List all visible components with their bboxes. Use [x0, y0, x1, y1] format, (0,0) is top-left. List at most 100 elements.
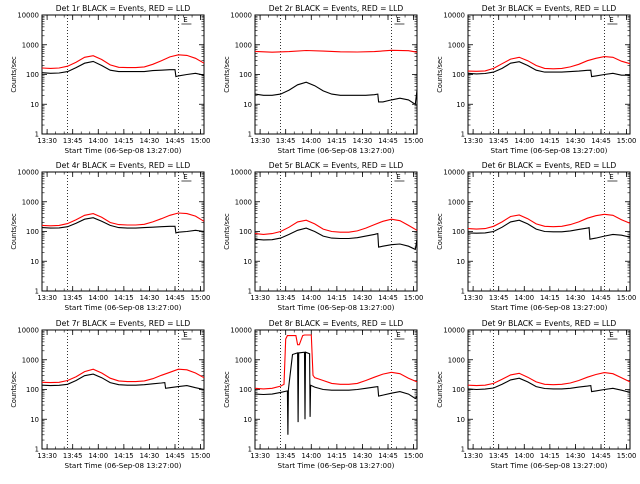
y-axis-label: Counts/sec — [10, 56, 18, 93]
events-series-line — [467, 61, 630, 78]
panel-title: Det 9r BLACK = Events, RED = LLD — [482, 319, 617, 328]
y-tick-label: 1000 — [22, 41, 39, 49]
x-tick-label: 15:00 — [617, 452, 637, 460]
e-marker-label: E — [609, 173, 613, 181]
e-marker-label: E — [396, 331, 400, 339]
panel-title: Det 6r BLACK = Events, RED = LLD — [482, 161, 617, 170]
x-tick-label: 14:15 — [540, 137, 560, 145]
x-tick-label: 15:00 — [617, 137, 637, 145]
x-tick-label: 13:45 — [489, 294, 509, 302]
x-tick-label: 14:45 — [165, 294, 185, 302]
y-tick-label: 1 — [35, 288, 39, 296]
x-tick-label: 15:00 — [191, 452, 211, 460]
lld-series-line — [254, 49, 418, 53]
detector-panel-9: Det 9r BLACK = Events, RED = LLD 1 10 100 10… — [436, 319, 636, 470]
x-tick-label: 13:30 — [250, 452, 270, 460]
x-tick-label: 15:00 — [617, 294, 637, 302]
x-axis-label: Start Time (06-Sep-08 13:27:00) — [491, 303, 608, 312]
x-tick-label: 14:00 — [514, 137, 534, 145]
y-tick-label: 10000 — [230, 169, 252, 177]
x-tick-label: 14:45 — [378, 137, 398, 145]
x-tick-label: 14:30 — [353, 294, 373, 302]
x-tick-label: 13:30 — [37, 452, 57, 460]
y-axis-label: Counts/sec — [436, 56, 444, 93]
y-tick-label: 10 — [30, 258, 39, 266]
panel-title: Det 7r BLACK = Events, RED = LLD — [56, 319, 191, 328]
x-tick-label: 13:30 — [463, 294, 483, 302]
x-tick-label: 14:30 — [140, 294, 160, 302]
x-axis-label: Start Time (06-Sep-08 13:27:00) — [491, 461, 608, 470]
x-tick-label: 14:45 — [591, 294, 611, 302]
y-axis-label: Counts/sec — [223, 213, 231, 250]
detector-panel-3: Det 3r BLACK = Events, RED = LLD 1 10 100 10… — [436, 4, 636, 155]
lld-series-line — [254, 218, 418, 235]
x-tick-label: 13:30 — [37, 294, 57, 302]
e-marker-label: E — [396, 173, 400, 181]
y-tick-label: 10000 — [17, 327, 39, 335]
panel-title: Det 8r BLACK = Events, RED = LLD — [269, 319, 404, 328]
y-tick-label: 100 — [26, 228, 39, 236]
panel-title: Det 1r BLACK = Events, RED = LLD — [56, 4, 191, 13]
e-marker-label: E — [609, 16, 613, 24]
y-tick-label: 1 — [35, 446, 39, 454]
y-tick-label: 10000 — [443, 12, 465, 20]
y-tick-label: 100 — [239, 71, 252, 79]
detector-panel-7: Det 7r BLACK = Events, RED = LLD 1 10 100 10… — [10, 319, 210, 470]
y-tick-label: 10 — [243, 416, 252, 424]
lld-series-line — [467, 213, 631, 230]
e-marker-label: E — [183, 173, 187, 181]
x-tick-label: 13:30 — [250, 294, 270, 302]
x-axis-label: Start Time (06-Sep-08 13:27:00) — [65, 461, 182, 470]
y-axis-label: Counts/sec — [436, 371, 444, 408]
x-tick-label: 15:00 — [404, 294, 424, 302]
x-tick-label: 14:00 — [514, 452, 534, 460]
y-tick-label: 10000 — [443, 169, 465, 177]
events-series-line — [41, 60, 205, 78]
y-tick-label: 10000 — [443, 327, 465, 335]
lld-series-line — [467, 56, 631, 72]
y-tick-label: 10 — [243, 258, 252, 266]
x-tick-label: 13:30 — [463, 452, 483, 460]
x-tick-label: 14:45 — [165, 137, 185, 145]
e-marker-label: E — [609, 331, 613, 339]
x-tick-label: 14:00 — [88, 137, 108, 145]
y-tick-label: 100 — [239, 228, 252, 236]
x-tick-label: 13:45 — [276, 294, 296, 302]
events-series-line — [467, 219, 631, 240]
detector-panel-8: Det 8r BLACK = Events, RED = LLD 1 10 100 10… — [223, 319, 423, 470]
y-tick-label: 10 — [456, 101, 465, 109]
lld-series-line — [467, 372, 631, 387]
y-tick-label: 10000 — [230, 12, 252, 20]
x-tick-label: 14:00 — [301, 137, 321, 145]
y-tick-label: 10 — [30, 416, 39, 424]
y-tick-label: 1 — [461, 288, 465, 296]
panel-title: Det 5r BLACK = Events, RED = LLD — [269, 161, 404, 170]
e-marker-label: E — [183, 16, 187, 24]
detector-panel-2: Det 2r BLACK = Events, RED = LLD 1 10 100 10… — [223, 4, 423, 155]
y-tick-label: 1000 — [448, 41, 465, 49]
detector-panel-4: Det 4r BLACK = Events, RED = LLD 1 10 100 10… — [10, 161, 210, 312]
x-tick-label: 13:30 — [37, 137, 57, 145]
y-tick-label: 10 — [456, 416, 465, 424]
y-tick-label: 1 — [461, 446, 465, 454]
panel-title: Det 4r BLACK = Events, RED = LLD — [56, 161, 191, 170]
lld-series-line — [41, 54, 205, 69]
x-tick-label: 13:30 — [250, 137, 270, 145]
detector-panel-1: Det 1r BLACK = Events, RED = LLD 1 10 100 10… — [10, 4, 210, 155]
x-tick-label: 13:45 — [276, 452, 296, 460]
y-axis-label: Counts/sec — [10, 213, 18, 250]
x-tick-label: 13:45 — [63, 137, 83, 145]
y-tick-label: 1000 — [448, 356, 465, 364]
x-tick-label: 15:00 — [404, 452, 424, 460]
x-tick-label: 14:15 — [327, 452, 347, 460]
plot-frame — [41, 14, 205, 135]
x-tick-label: 14:30 — [353, 452, 373, 460]
y-axis-label: Counts/sec — [223, 371, 231, 408]
events-series-line — [41, 373, 205, 391]
x-tick-label: 13:45 — [63, 452, 83, 460]
y-tick-label: 100 — [26, 71, 39, 79]
x-tick-label: 13:45 — [489, 137, 509, 145]
x-tick-label: 13:30 — [463, 137, 483, 145]
x-tick-label: 14:15 — [540, 452, 560, 460]
